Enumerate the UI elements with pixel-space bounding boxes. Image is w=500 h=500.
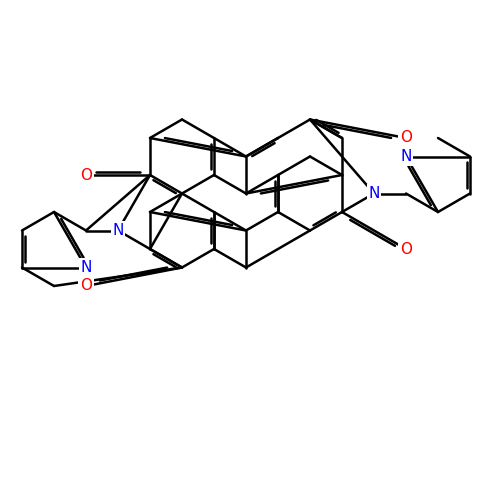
Text: O: O xyxy=(80,278,92,293)
Text: N: N xyxy=(80,260,92,275)
Text: O: O xyxy=(400,242,412,256)
Text: N: N xyxy=(112,223,124,238)
Text: N: N xyxy=(368,186,380,201)
Text: O: O xyxy=(400,130,412,146)
Text: N: N xyxy=(400,149,411,164)
Text: O: O xyxy=(80,168,92,182)
